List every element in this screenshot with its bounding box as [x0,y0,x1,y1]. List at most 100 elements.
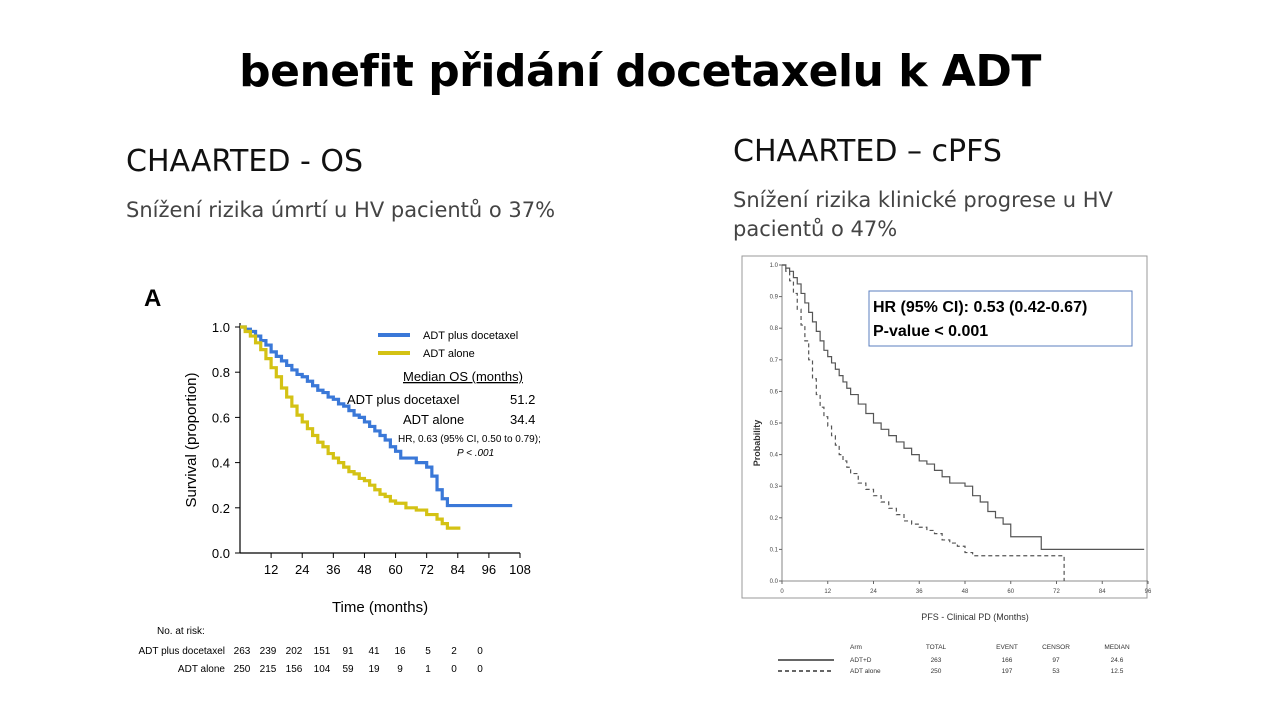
os-legend: ADT plus docetaxel ADT alone [378,330,518,360]
p-value-text: P < .001 [457,448,494,459]
pfs-table-value: 166 [1002,657,1013,664]
pfs-table-value: 53 [1052,668,1060,675]
os-x-tick-label: 108 [509,562,531,577]
pfs-y-tick-label: 0.2 [770,516,779,522]
os-x-tick-label: 84 [451,562,465,577]
pfs-y-tick-label: 0.1 [770,547,779,553]
slide-title: benefit přidání docetaxelu k ADT [239,46,1041,97]
os-series [240,325,513,530]
pfs-y-tick-label: 0.8 [770,326,779,332]
at-risk-value: 5 [425,646,431,657]
median-row-value: 51.2 [510,392,535,407]
os-series-line [240,325,513,508]
pfs-table-arm: ADT alone [850,668,881,675]
pfs-table-value: 197 [1002,668,1013,675]
at-risk-value: 59 [342,664,354,675]
left-heading: CHAARTED - OS [126,144,363,179]
median-row-label: ADT alone [403,412,464,427]
at-risk-table: No. at risk: ADT plus docetaxel ADT alon… [138,626,483,675]
os-annotation: Median OS (months) ADT plus docetaxel 51… [347,369,541,459]
os-y-tick-label: 0.2 [212,501,230,516]
pfs-x-tick-label: 48 [962,589,969,595]
median-row-label: ADT plus docetaxel [347,392,460,407]
os-x-axis-label: Time (months) [332,599,428,616]
panel-label: A [144,285,161,312]
pfs-chart: 0.0 0.1 0.2 0.3 0.4 0.5 0.6 0.7 0.8 0.9 1.0 0 12 24 36… [741,255,1152,675]
left-subtitle: Snížení rizika úmrtí u HV pacientů o 37% [126,198,556,222]
pfs-summary-table: Arm TOTAL EVENT CENSOR MEDIAN ADT+D 263 166 97 24… [778,644,1130,675]
pfs-table-header: EVENT [996,644,1018,651]
os-x-tick-label: 24 [295,562,309,577]
pfs-y-tick-label: 0.5 [770,421,779,427]
at-risk-value: 0 [451,664,457,675]
pfs-y-axis-label: Probability [752,420,762,467]
at-risk-value: 9 [397,664,403,675]
hr-box-frame [868,290,1133,347]
os-x-tick-label: 36 [326,562,340,577]
os-x-tick-label: 48 [357,562,371,577]
right-subtitle: Snížení rizika klinické progrese u HV pa… [733,186,1113,244]
at-risk-value: 0 [477,664,483,675]
os-x-tick-label: 96 [482,562,496,577]
at-risk-header: No. at risk: [157,626,205,637]
pfs-table-header: Arm [850,644,862,651]
os-legend-label: ADT plus docetaxel [423,330,518,342]
at-risk-value: 19 [368,664,380,675]
os-x-tick-label: 60 [388,562,402,577]
os-y-tick-label: 0.6 [212,410,230,425]
pfs-y-tick-label: 0.0 [770,579,779,585]
at-risk-value: 0 [477,646,483,657]
pfs-series [782,264,1145,581]
os-series-line [240,325,461,530]
at-risk-value: 263 [234,646,251,657]
pfs-series-line [782,264,1145,550]
at-risk-value: 104 [314,664,331,675]
at-risk-value: 41 [368,646,380,657]
pfs-table-value: 97 [1052,657,1060,664]
pfs-y-tick-label: 0.9 [770,295,779,301]
pfs-x-tick-label: 72 [1053,589,1060,595]
pfs-table-header: CENSOR [1042,644,1070,651]
pfs-axes: 0.0 0.1 0.2 0.3 0.4 0.5 0.6 0.7 0.8 0.9 1.0 0 12 24 36… [770,263,1152,595]
at-risk-value: 16 [394,646,406,657]
os-y-tick-label: 0.4 [212,456,230,471]
right-subtitle-line-1: Snížení rizika klinické progrese u HV [733,188,1113,212]
os-legend-label: ADT alone [423,348,475,360]
at-risk-value: 151 [314,646,331,657]
pfs-x-axis-label: PFS - Clinical PD (Months) [921,612,1029,622]
pfs-x-tick-label: 12 [824,589,831,595]
hr-box-line-2: P-value < 0.001 [873,323,988,340]
os-y-tick-label: 0.0 [212,546,230,561]
at-risk-value: 2 [451,646,457,657]
pfs-table-header: TOTAL [926,644,947,651]
right-subtitle-line-2: pacientů o 47% [733,217,898,241]
os-x-tick-label: 72 [419,562,433,577]
pfs-y-tick-label: 0.6 [770,389,779,395]
at-risk-value: 250 [234,664,251,675]
pfs-x-tick-label: 84 [1099,589,1106,595]
pfs-y-tick-label: 0.4 [770,453,779,459]
pfs-x-tick-label: 24 [870,589,877,595]
right-heading: CHAARTED – cPFS [733,134,1002,169]
at-risk-value: 202 [286,646,303,657]
pfs-series-line [782,264,1065,581]
at-risk-row-label: ADT plus docetaxel [138,646,225,657]
pfs-table-value: 24.6 [1111,657,1124,664]
at-risk-value: 239 [260,646,277,657]
pfs-table-header: MEDIAN [1104,644,1130,651]
median-header: Median OS (months) [403,369,523,384]
at-risk-value: 215 [260,664,277,675]
hr-text: HR, 0.63 (95% CI, 0.50 to 0.79); [398,434,541,445]
at-risk-value: 156 [286,664,303,675]
pfs-x-tick-label: 96 [1145,589,1152,595]
pfs-y-tick-label: 0.3 [770,484,779,490]
os-y-axis-label: Survival (proportion) [183,372,200,507]
median-row-value: 34.4 [510,412,535,427]
pfs-x-tick-label: 36 [916,589,923,595]
os-x-tick-label: 12 [264,562,278,577]
os-axes: 0.0 0.2 0.4 0.6 0.8 1.0 12 24 36 48 60 72 84 96 108 [212,320,531,577]
at-risk-row-label: ADT alone [178,664,226,675]
pfs-frame [741,255,1148,599]
pfs-y-tick-label: 0.7 [770,358,779,364]
hr-box: HR (95% CI): 0.53 (0.42-0.67) P-value < … [868,290,1133,347]
